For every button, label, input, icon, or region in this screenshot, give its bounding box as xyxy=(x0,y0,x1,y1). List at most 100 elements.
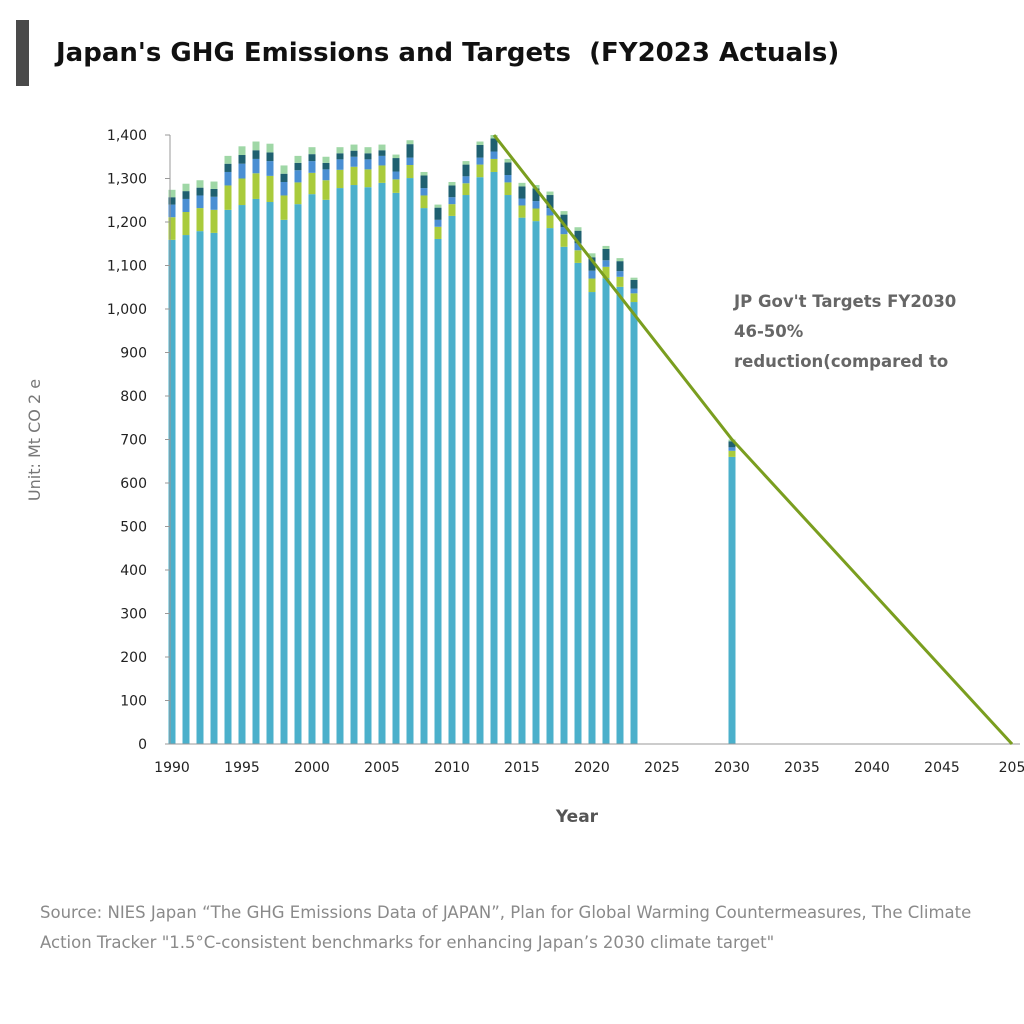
bar-segment-2002-4 xyxy=(336,147,344,154)
bar-segment-2007-3 xyxy=(406,144,414,158)
bar-segment-1999-2 xyxy=(294,170,302,183)
bar-segment-2011-1 xyxy=(462,183,470,196)
bar-segment-2017-2 xyxy=(546,208,554,216)
bar-segment-2011-4 xyxy=(462,161,470,165)
bar-segment-2015-2 xyxy=(518,198,526,206)
bar-segment-2003-0 xyxy=(350,185,358,744)
bar-segment-2001-4 xyxy=(322,156,330,163)
bar-segment-2009-3 xyxy=(434,207,442,220)
bar-segment-1999-4 xyxy=(294,155,302,163)
bar-segment-2018-0 xyxy=(560,246,568,745)
bar-segment-2000-1 xyxy=(308,172,316,195)
bar-segment-2019-1 xyxy=(574,250,582,263)
bar-segment-2002-0 xyxy=(336,188,344,744)
bar-segment-1990-0 xyxy=(168,239,176,744)
bar-segment-1996-0 xyxy=(252,198,260,744)
bar-segment-1995-4 xyxy=(238,146,246,156)
y-tick-label: 1,300 xyxy=(107,172,147,188)
bar-segment-2021-3 xyxy=(602,248,610,261)
x-tick-label: 2040 xyxy=(854,760,890,776)
bar-segment-1992-1 xyxy=(196,208,204,232)
bar-segment-1998-0 xyxy=(280,219,288,744)
bar-segment-2003-4 xyxy=(350,144,358,151)
x-tick-label: 205 xyxy=(999,760,1024,776)
bar-segment-1998-2 xyxy=(280,181,288,196)
bar-segment-1992-4 xyxy=(196,180,204,188)
bar-segment-2019-4 xyxy=(574,227,582,231)
bar-segment-2007-2 xyxy=(406,157,414,166)
bar-segment-2014-3 xyxy=(504,162,512,176)
bar-segment-2003-2 xyxy=(350,156,358,167)
x-tick-label: 2045 xyxy=(924,760,960,776)
bar-segment-1991-2 xyxy=(182,198,190,212)
y-axis-label: Unit: Mt CO 2 e xyxy=(25,379,44,501)
bar-segment-2023-4 xyxy=(630,277,638,280)
bar-segment-2000-0 xyxy=(308,194,316,744)
bar-segment-2021-0 xyxy=(602,278,610,744)
bar-segment-2001-2 xyxy=(322,169,330,181)
bar-segment-2005-0 xyxy=(378,182,386,745)
title-accent-bar xyxy=(16,20,29,86)
bar-segment-2010-4 xyxy=(448,181,456,186)
y-tick-label: 200 xyxy=(120,650,147,666)
bar-segment-1991-4 xyxy=(182,183,190,192)
x-axis-label: Year xyxy=(555,807,599,827)
bar-segment-2000-2 xyxy=(308,161,316,173)
bar-segment-2005-1 xyxy=(378,165,386,183)
y-tick-label: 600 xyxy=(120,476,147,492)
bar-segment-1994-0 xyxy=(224,209,232,744)
bar-segment-2006-3 xyxy=(392,158,400,172)
bar-segment-2009-1 xyxy=(434,226,442,239)
bar-segment-2010-3 xyxy=(448,185,456,198)
bar-segment-1996-2 xyxy=(252,158,260,174)
bar-segment-1991-1 xyxy=(182,211,190,236)
x-tick-label: 2025 xyxy=(644,760,680,776)
y-tick-label: 800 xyxy=(120,389,147,405)
bar-segment-1992-3 xyxy=(196,187,204,196)
bar-segment-1997-1 xyxy=(266,175,274,202)
x-tick-label: 2005 xyxy=(364,760,400,776)
annotation-line-1: JP Gov't Targets FY2030 xyxy=(733,292,956,311)
bar-segment-2002-2 xyxy=(336,159,344,170)
bar-segment-2001-1 xyxy=(322,180,330,200)
bar-segment-2018-4 xyxy=(560,211,568,215)
bar-segment-2016-0 xyxy=(532,221,540,744)
bar-segment-2022-1 xyxy=(616,276,624,287)
bar-segment-2006-4 xyxy=(392,154,400,159)
bar-segment-2008-4 xyxy=(420,171,428,176)
bar-segment-2016-2 xyxy=(532,201,540,209)
bar-segment-2015-4 xyxy=(518,182,526,187)
bar-segment-1991-0 xyxy=(182,235,190,745)
bar-segment-2004-2 xyxy=(364,159,372,170)
bar-segment-2017-3 xyxy=(546,195,554,209)
bar-segment-2016-1 xyxy=(532,208,540,222)
bar-segment-2004-4 xyxy=(364,147,372,154)
bar-segment-1994-4 xyxy=(224,155,232,164)
bar-segment-2010-1 xyxy=(448,204,456,216)
x-tick-label: 2015 xyxy=(504,760,540,776)
bar-segment-2022-3 xyxy=(616,261,624,272)
bar-segment-2021-2 xyxy=(602,260,610,267)
bar-segment-1997-4 xyxy=(266,143,274,153)
bar-segment-1994-3 xyxy=(224,163,232,172)
bar-segment-2012-3 xyxy=(476,145,484,158)
bar-segment-2008-3 xyxy=(420,175,428,189)
bar-segment-2000-4 xyxy=(308,147,316,155)
y-tick-label: 0 xyxy=(138,737,147,753)
y-tick-label: 400 xyxy=(120,563,147,579)
bar-segment-2004-3 xyxy=(364,153,372,160)
bar-segment-2019-3 xyxy=(574,230,582,244)
bar-segment-2006-2 xyxy=(392,171,400,180)
bar-segment-2023-1 xyxy=(630,293,638,303)
bar-segment-2030-1 xyxy=(728,450,736,457)
bar-segment-1997-2 xyxy=(266,161,274,176)
bar-segment-2007-1 xyxy=(406,165,414,179)
bar-segment-2007-4 xyxy=(406,140,414,145)
emissions-chart: 0 100 200 300 400 500 600 700 800 900 1,000 1,100 1,… xyxy=(25,128,1024,827)
source-note: Source: NIES Japan “The GHG Emissions Da… xyxy=(40,903,972,952)
x-tick-label: 2020 xyxy=(574,760,610,776)
bar-segment-1994-1 xyxy=(224,185,232,210)
y-tick-label: 1,200 xyxy=(107,215,147,231)
bar-segment-2014-0 xyxy=(504,195,512,744)
bar-segment-1996-3 xyxy=(252,150,260,159)
